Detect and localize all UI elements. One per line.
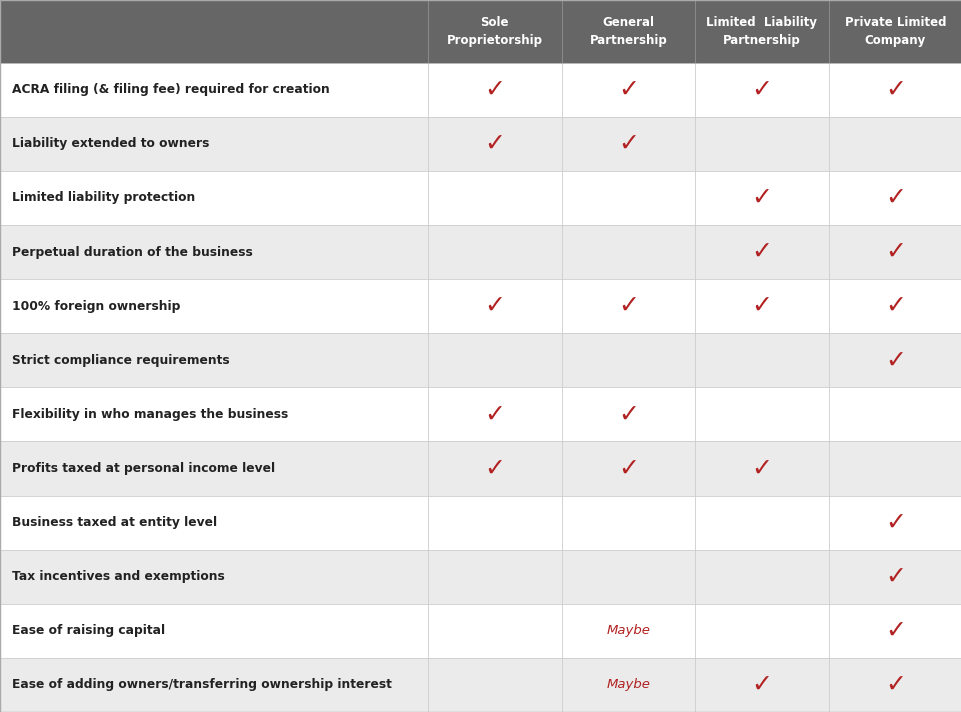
Text: General
Partnership: General Partnership [589, 16, 667, 47]
Text: Maybe: Maybe [605, 624, 650, 637]
Text: ✓: ✓ [884, 186, 905, 210]
Text: ✓: ✓ [617, 456, 638, 481]
Text: Profits taxed at personal income level: Profits taxed at personal income level [12, 462, 275, 475]
Text: ✓: ✓ [483, 456, 505, 481]
FancyBboxPatch shape [0, 333, 961, 387]
Text: Ease of raising capital: Ease of raising capital [12, 624, 164, 637]
FancyBboxPatch shape [0, 387, 961, 441]
Text: ✓: ✓ [483, 402, 505, 426]
Text: 100% foreign ownership: 100% foreign ownership [12, 300, 180, 313]
FancyBboxPatch shape [0, 658, 961, 712]
Text: ACRA filing (& filing fee) required for creation: ACRA filing (& filing fee) required for … [12, 83, 329, 96]
Text: ✓: ✓ [617, 402, 638, 426]
Text: ✓: ✓ [483, 132, 505, 156]
FancyBboxPatch shape [0, 441, 961, 496]
FancyBboxPatch shape [0, 117, 961, 171]
Text: Ease of adding owners/transferring ownership interest: Ease of adding owners/transferring owner… [12, 679, 391, 691]
FancyBboxPatch shape [0, 604, 961, 658]
FancyBboxPatch shape [0, 550, 961, 604]
Text: Limited  Liability
Partnership: Limited Liability Partnership [705, 16, 817, 47]
Text: ✓: ✓ [617, 294, 638, 318]
Text: ✓: ✓ [884, 619, 905, 643]
Text: Private Limited
Company: Private Limited Company [844, 16, 945, 47]
Text: ✓: ✓ [751, 78, 772, 102]
Text: ✓: ✓ [483, 294, 505, 318]
Text: ✓: ✓ [884, 348, 905, 372]
Text: Tax incentives and exemptions: Tax incentives and exemptions [12, 570, 224, 583]
FancyBboxPatch shape [0, 496, 961, 550]
Text: ✓: ✓ [751, 673, 772, 697]
Text: ✓: ✓ [884, 565, 905, 589]
Text: Strict compliance requirements: Strict compliance requirements [12, 354, 229, 367]
Text: Liability extended to owners: Liability extended to owners [12, 137, 209, 150]
Text: Business taxed at entity level: Business taxed at entity level [12, 516, 216, 529]
Text: ✓: ✓ [617, 132, 638, 156]
Text: ✓: ✓ [884, 511, 905, 535]
Text: ✓: ✓ [483, 78, 505, 102]
FancyBboxPatch shape [0, 0, 961, 63]
Text: ✓: ✓ [751, 294, 772, 318]
Text: ✓: ✓ [751, 240, 772, 264]
FancyBboxPatch shape [0, 279, 961, 333]
Text: Limited liability protection: Limited liability protection [12, 192, 194, 204]
Text: ✓: ✓ [884, 240, 905, 264]
FancyBboxPatch shape [0, 171, 961, 225]
Text: Sole
Proprietorship: Sole Proprietorship [446, 16, 542, 47]
FancyBboxPatch shape [0, 225, 961, 279]
Text: ✓: ✓ [751, 456, 772, 481]
Text: ✓: ✓ [617, 78, 638, 102]
Text: Maybe: Maybe [605, 679, 650, 691]
Text: ✓: ✓ [884, 673, 905, 697]
Text: Perpetual duration of the business: Perpetual duration of the business [12, 246, 252, 258]
FancyBboxPatch shape [0, 63, 961, 117]
Text: ✓: ✓ [751, 186, 772, 210]
Text: ✓: ✓ [884, 78, 905, 102]
Text: Flexibility in who manages the business: Flexibility in who manages the business [12, 408, 287, 421]
Text: ✓: ✓ [884, 294, 905, 318]
